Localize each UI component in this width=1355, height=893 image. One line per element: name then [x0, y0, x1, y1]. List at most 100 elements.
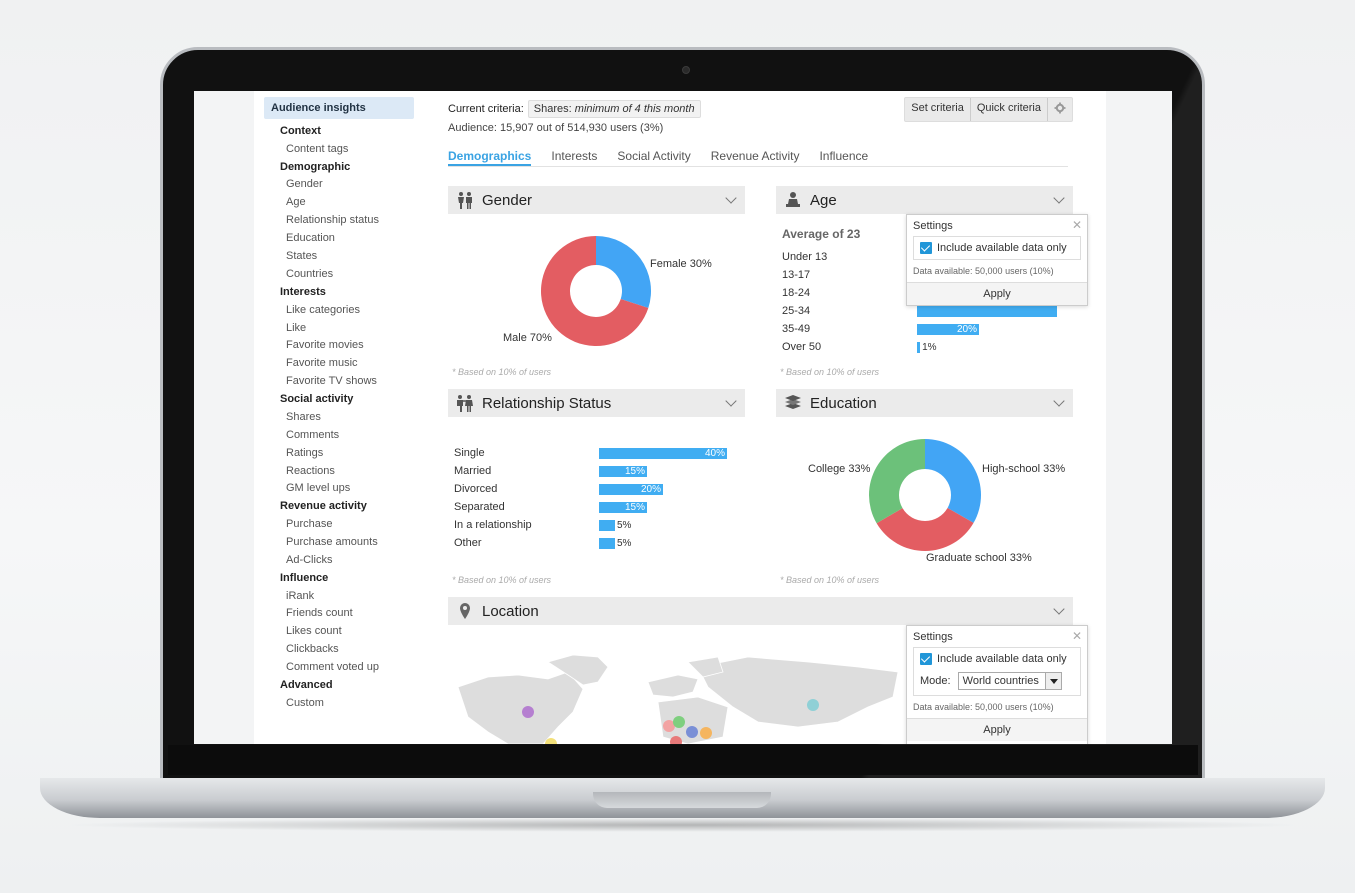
chevron-down-icon[interactable]: [725, 395, 737, 407]
sidebar-category[interactable]: Context: [280, 125, 321, 137]
sidebar-item[interactable]: Reactions: [286, 464, 335, 477]
sidebar-item[interactable]: Friends count: [286, 607, 353, 620]
tab-demographics[interactable]: Demographics: [448, 149, 532, 166]
sidebar-item[interactable]: Education: [286, 232, 335, 245]
bar[interactable]: 15%: [599, 465, 647, 477]
bar[interactable]: [599, 519, 615, 531]
sidebar-category[interactable]: Influence: [280, 571, 329, 584]
sidebar-item[interactable]: Clickbacks: [286, 643, 339, 656]
chevron-down-icon[interactable]: [1053, 192, 1065, 204]
age-panel-header[interactable]: Age: [776, 186, 1073, 214]
education-panel-header[interactable]: Education: [776, 389, 1073, 417]
location-settings-popover: Settings ✕ Include available data only M…: [906, 625, 1088, 744]
map-marker[interactable]: [807, 699, 819, 711]
include-available-checkbox[interactable]: [920, 242, 932, 255]
sidebar-category[interactable]: Social activity: [280, 393, 354, 406]
location-settings-title: Settings: [913, 631, 953, 643]
sidebar-category[interactable]: Interests: [280, 285, 326, 298]
location-panel: Location: [448, 597, 1073, 744]
gender-slice-1[interactable]: [541, 236, 649, 346]
education-slice-1[interactable]: [876, 507, 974, 551]
gender-icon: [454, 191, 476, 209]
gender-slice-0[interactable]: [596, 236, 651, 308]
sidebar-item[interactable]: Countries: [286, 267, 334, 280]
education-slice-0[interactable]: [925, 439, 981, 523]
sidebar-item[interactable]: Relationship status: [286, 214, 379, 227]
map-marker[interactable]: [545, 738, 557, 744]
laptop-shadow: [60, 818, 1305, 832]
sidebar-item[interactable]: Gender: [286, 178, 323, 191]
gender-title: Gender: [482, 191, 533, 209]
sidebar-item[interactable]: Age: [286, 196, 306, 209]
age-data-available: Data available: 50,000 users (10%): [913, 266, 1054, 277]
sidebar-category[interactable]: Advanced: [280, 679, 333, 692]
sidebar-item[interactable]: Comment voted up: [286, 661, 379, 674]
sidebar-item[interactable]: Like: [286, 321, 307, 334]
quick-criteria-button[interactable]: Quick criteria: [971, 98, 1048, 121]
bar[interactable]: 40%: [599, 448, 727, 459]
tab-interests[interactable]: Interests: [551, 149, 598, 163]
location-apply-button[interactable]: Apply: [907, 718, 1087, 742]
chevron-down-icon[interactable]: [1053, 395, 1065, 407]
set-criteria-button[interactable]: Set criteria: [905, 98, 971, 121]
tab-social-activity[interactable]: Social Activity: [617, 149, 691, 163]
sidebar-header[interactable]: Audience insights: [264, 97, 414, 119]
chevron-down-icon[interactable]: [725, 192, 737, 204]
criteria-chip[interactable]: Shares: minimum of 4 this month: [527, 100, 701, 118]
mode-select[interactable]: World countries: [957, 672, 1062, 691]
bar[interactable]: [917, 342, 921, 353]
sidebar-item[interactable]: Purchase: [286, 518, 333, 531]
sidebar-item[interactable]: Like categories: [286, 303, 360, 316]
gender-panel-header[interactable]: Gender: [448, 186, 745, 214]
map-marker[interactable]: [673, 716, 685, 728]
bar[interactable]: 20%: [917, 324, 979, 335]
bar-label: Over 50: [782, 341, 822, 353]
chevron-down-icon[interactable]: [1044, 673, 1061, 690]
gear-icon[interactable]: [1048, 98, 1072, 121]
sidebar-item[interactable]: Shares: [286, 410, 321, 423]
sidebar-item[interactable]: States: [286, 250, 318, 263]
screen: Audience insights Context Content tags Dem…: [194, 91, 1172, 744]
sidebar-item[interactable]: Likes count: [286, 625, 342, 638]
close-icon[interactable]: ✕: [1071, 218, 1082, 232]
sidebar-item[interactable]: Custom: [286, 696, 324, 709]
map-marker[interactable]: [522, 706, 534, 718]
tab-revenue-activity[interactable]: Revenue Activity: [710, 149, 800, 163]
map-marker[interactable]: [686, 726, 698, 738]
chevron-down-icon[interactable]: [1053, 603, 1065, 615]
sidebar-item[interactable]: GM level ups: [286, 482, 351, 495]
sidebar-item[interactable]: Comments: [286, 428, 340, 441]
map-marker[interactable]: [663, 720, 675, 732]
sidebar-item[interactable]: Ratings: [286, 446, 324, 459]
bar-label: Married: [454, 464, 492, 477]
bar-label: 13-17: [782, 269, 811, 281]
sidebar-item[interactable]: Ad-Clicks: [286, 553, 333, 566]
sidebar-item[interactable]: Content tags: [286, 142, 349, 155]
close-icon[interactable]: ✕: [1071, 629, 1082, 643]
sidebar-category[interactable]: Demographic: [280, 160, 351, 173]
bar[interactable]: 15%: [599, 501, 647, 513]
bar[interactable]: [917, 306, 1057, 317]
page-gutter-left: [194, 91, 254, 744]
bar[interactable]: 20%: [599, 483, 663, 495]
sidebar-item[interactable]: Favorite TV shows: [286, 375, 377, 388]
world-map[interactable]: [448, 627, 918, 744]
education-panel: Education High-school 33% Graduate schoo…: [776, 389, 1073, 589]
sidebar-item[interactable]: Favorite movies: [286, 339, 364, 352]
relationship-panel-header[interactable]: Relationship Status: [448, 389, 745, 417]
map-marker[interactable]: [700, 727, 712, 739]
bar-value: 5%: [617, 519, 632, 531]
bar-label: 25-34: [782, 305, 811, 317]
include-available-checkbox[interactable]: [920, 653, 932, 666]
age-apply-button[interactable]: Apply: [907, 282, 1087, 306]
tab-influence[interactable]: Influence: [819, 149, 869, 163]
bar[interactable]: [599, 537, 615, 549]
sidebar-item[interactable]: Favorite music: [286, 357, 358, 370]
sidebar-category[interactable]: Revenue activity: [280, 500, 367, 513]
bar-value: 40%: [704, 448, 725, 459]
sidebar-item[interactable]: iRank: [286, 589, 315, 602]
map-marker[interactable]: [670, 736, 682, 744]
education-slice-2[interactable]: [869, 439, 925, 524]
location-panel-header[interactable]: Location: [448, 597, 1073, 625]
sidebar-item[interactable]: Purchase amounts: [286, 536, 378, 549]
